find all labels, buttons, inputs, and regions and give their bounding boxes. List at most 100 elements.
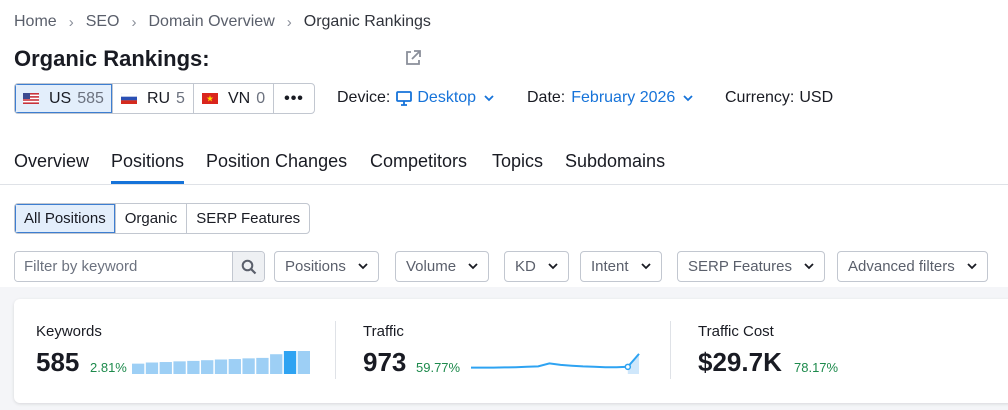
advanced-filters[interactable]: Advanced filters [837, 251, 988, 282]
desktop-icon [396, 90, 413, 106]
more-dots-icon: ••• [284, 89, 304, 107]
database-ru-count: 5 [176, 89, 185, 107]
search-button[interactable] [232, 252, 264, 281]
tab-subdomains[interactable]: Subdomains [565, 151, 666, 171]
serp-features-filter-label: SERP Features [688, 258, 792, 275]
traffic-cost-delta: 78.17% [794, 360, 839, 375]
currency-label: Currency: [725, 89, 795, 106]
keywords-trend-bar [159, 362, 172, 374]
chevron-down-icon [804, 263, 814, 270]
intent-filter[interactable]: Intent [580, 251, 662, 282]
keywords-trend-bar [132, 363, 145, 374]
us-flag-icon [23, 93, 39, 104]
positions-filter[interactable]: Positions [274, 251, 379, 282]
keywords-trend-bar [201, 360, 214, 374]
tab-topics[interactable]: Topics [492, 151, 544, 171]
breadcrumb-home[interactable]: Home [14, 13, 57, 30]
chevron-right-icon: › [131, 13, 137, 31]
ru-flag-icon [120, 93, 137, 104]
kd-filter-label: KD [515, 258, 536, 275]
keywords-trend-bar [256, 357, 269, 374]
metric-divider [670, 321, 671, 379]
keywords-value[interactable]: 585 [36, 347, 80, 377]
chevron-right-icon: › [286, 13, 292, 31]
keywords-delta: 2.81% [90, 360, 127, 375]
database-us-count: 585 [77, 89, 104, 107]
database-vn-button[interactable]: VN 0 [194, 84, 275, 113]
device-value: Desktop [417, 89, 477, 106]
positions-filter-label: Positions [285, 258, 346, 275]
date-selector[interactable]: Date: February 2026 [527, 89, 693, 107]
database-vn-code: VN [227, 89, 251, 107]
keywords-trend-bar [270, 354, 283, 374]
keywords-trend-bar [187, 360, 200, 374]
tab-overview[interactable]: Overview [14, 151, 90, 171]
database-vn-count: 0 [256, 89, 266, 107]
page-title: Organic Rankings: [14, 46, 210, 71]
keywords-trend-bar [242, 358, 255, 374]
keywords-label: Keywords [36, 323, 102, 340]
database-us-code: US [49, 89, 72, 107]
traffic-trend-point [624, 363, 632, 371]
traffic-value[interactable]: 973 [363, 347, 407, 377]
summary-card: Keywords 585 2.81% Traffic 973 59.77% Tr… [14, 299, 1008, 403]
chevron-down-icon [640, 263, 651, 270]
vn-flag-icon [201, 93, 218, 104]
database-ru-button[interactable]: RU 5 [113, 84, 194, 113]
keywords-trend-bar [214, 359, 228, 374]
tab-positions[interactable]: Positions [111, 151, 185, 184]
device-selector[interactable]: Device: Desktop [337, 89, 494, 107]
keywords-trend-bar [297, 351, 310, 374]
keywords-trend-bar [173, 361, 186, 374]
currency-value: USD [799, 89, 834, 106]
chevron-down-icon [358, 263, 368, 270]
date-value: February 2026 [571, 89, 676, 106]
volume-filter-label: Volume [406, 258, 457, 275]
database-selector: US 585 RU 5 VN 0 ••• [14, 83, 315, 114]
traffic-label: Traffic [363, 323, 404, 340]
all-positions-button[interactable]: All Positions [15, 204, 116, 233]
traffic-trend-area [627, 353, 639, 374]
keywords-trend-chart[interactable] [132, 349, 310, 374]
device-label: Device: [337, 89, 391, 106]
keywords-trend-bar [145, 362, 159, 374]
serp-features-filter[interactable]: SERP Features [677, 251, 825, 282]
traffic-cost-label: Traffic Cost [698, 323, 774, 340]
tab-position-changes[interactable]: Position Changes [206, 151, 348, 171]
advanced-filters-label: Advanced filters [848, 258, 955, 275]
metric-divider [335, 321, 336, 379]
traffic-trend-line [471, 353, 640, 369]
traffic-trend-chart[interactable] [468, 349, 642, 374]
tab-competitors[interactable]: Competitors [370, 151, 468, 171]
database-ru-code: RU [146, 89, 171, 107]
traffic-cost-value[interactable]: $29.7K [698, 347, 782, 377]
chevron-down-icon [548, 263, 558, 270]
chevron-down-icon [468, 263, 478, 270]
breadcrumb: Home › SEO › Domain Overview › Organic R… [14, 13, 431, 31]
chevron-down-icon [683, 94, 693, 101]
keywords-trend-bar [283, 351, 297, 374]
chevron-down-icon [484, 94, 494, 101]
breadcrumb-seo[interactable]: SEO [85, 13, 120, 30]
report-tabs: Overview Positions Position Changes Comp… [0, 141, 1008, 185]
position-type-selector: All Positions Organic SERP Features [14, 203, 311, 234]
breadcrumb-current: Organic Rankings [303, 13, 431, 30]
currency-display: Currency: USD [725, 89, 833, 107]
date-label: Date: [527, 89, 566, 106]
external-link-icon[interactable] [404, 49, 422, 67]
keywords-trend-bar [228, 359, 241, 374]
more-databases-button[interactable]: ••• [274, 84, 314, 113]
database-us-button[interactable]: US 585 [15, 84, 113, 113]
volume-filter[interactable]: Volume [395, 251, 490, 282]
keyword-filter-input[interactable] [15, 252, 232, 281]
chevron-down-icon [967, 263, 977, 270]
kd-filter[interactable]: KD [504, 251, 569, 282]
organic-button[interactable]: Organic [116, 204, 188, 233]
traffic-delta: 59.77% [416, 360, 461, 375]
breadcrumb-domain-overview[interactable]: Domain Overview [148, 13, 275, 30]
serp-features-button[interactable]: SERP Features [196, 210, 301, 227]
intent-filter-label: Intent [591, 258, 629, 275]
search-icon [241, 259, 256, 274]
chevron-right-icon: › [68, 13, 74, 31]
keyword-filter [14, 251, 265, 282]
